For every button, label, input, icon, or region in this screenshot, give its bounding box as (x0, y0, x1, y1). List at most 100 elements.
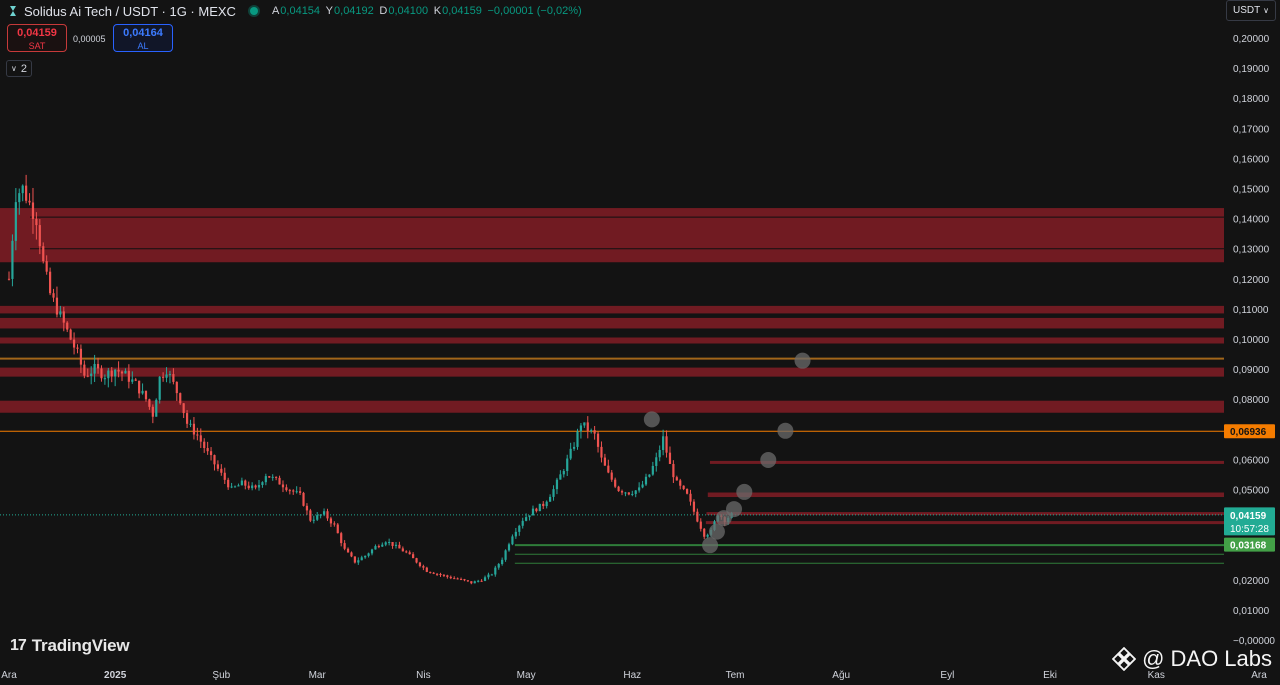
y-tick-label: 0,15000 (1233, 185, 1270, 196)
candle-body (377, 546, 380, 548)
candle-body (473, 581, 476, 584)
symbol-header: Solidus Ai Tech / USDT · 1G · MEXC A 0,04… (8, 2, 582, 20)
candle-body (18, 193, 21, 203)
candle-body (148, 399, 151, 407)
candle-body (418, 562, 422, 567)
buy-button[interactable]: 0,04164 AL (113, 24, 173, 52)
candle-body (542, 503, 545, 507)
y-tick-label: −0,00000 (1233, 636, 1275, 647)
candle-body (583, 422, 586, 426)
candle-body (52, 293, 55, 298)
candle-body (90, 373, 93, 376)
candle-body (316, 515, 319, 520)
candle-body (545, 501, 548, 507)
candle-body (364, 555, 367, 558)
candle-body (298, 491, 302, 493)
candle-body (477, 580, 480, 582)
candle-body (62, 311, 65, 323)
indicator-count: 2 (20, 62, 27, 75)
candle-body (155, 399, 158, 417)
candle-body (268, 476, 271, 478)
projection-point (726, 501, 743, 518)
dao-labs-watermark: @ DAO Labs (1112, 646, 1272, 672)
candle-body (55, 297, 59, 315)
candle-body (620, 491, 624, 493)
candle-body (312, 519, 315, 521)
candle-body (600, 446, 603, 458)
candle-body (572, 446, 576, 449)
candle-body (196, 434, 199, 436)
time-axis[interactable] (0, 660, 1224, 685)
candle-body (555, 479, 559, 490)
candle-body (497, 564, 500, 568)
x-tick-label: Ara (1, 670, 17, 681)
candle-body (569, 448, 572, 459)
candle-body (172, 374, 175, 382)
candle-body (179, 393, 182, 404)
candle-body (384, 542, 387, 545)
resistance-zone (705, 521, 1224, 525)
candle-body (144, 390, 148, 400)
candle-body (685, 488, 689, 494)
projection-point (715, 510, 732, 527)
candle-body (638, 487, 641, 491)
candle-body (425, 567, 428, 572)
candle-body (182, 403, 185, 414)
candle-body (360, 557, 363, 561)
spread-value: 0,00005 (73, 34, 106, 44)
candle-body (507, 544, 511, 551)
candle-body (346, 548, 350, 553)
candle-body (596, 433, 600, 447)
candle-body (494, 567, 497, 575)
candle-body (388, 542, 391, 544)
candle-body (603, 457, 606, 466)
candle-body (367, 553, 370, 556)
candle-body (223, 472, 226, 480)
candle-body (124, 370, 127, 374)
candle-body (459, 579, 463, 581)
y-tick-label: 0,10000 (1233, 335, 1270, 346)
y-tick-label: 0,05000 (1233, 486, 1270, 497)
candle-body (86, 375, 89, 377)
candle-body (340, 533, 343, 544)
candle-body (408, 552, 411, 555)
candle-body (319, 514, 322, 516)
current-price-label (1224, 507, 1275, 536)
candle-body (370, 549, 374, 554)
candle-body (679, 480, 682, 486)
y-tick-label: 0,06000 (1233, 455, 1270, 466)
candle-body (398, 544, 401, 549)
candle-body (48, 271, 52, 294)
y-tick-label: 0,11000 (1233, 305, 1269, 316)
support-price-label-text: 0,03168 (1230, 541, 1267, 552)
candle-body (216, 464, 220, 469)
candle-body (42, 246, 45, 262)
candle-body (292, 490, 295, 492)
currency-select[interactable]: USDT ∨ (1226, 0, 1276, 21)
symbol-title[interactable]: Solidus Ai Tech / USDT · 1G · MEXC (24, 3, 236, 19)
candle-body (281, 484, 285, 488)
projection-point (794, 352, 811, 369)
candle-body (220, 468, 223, 473)
market-status-icon[interactable] (249, 7, 258, 15)
candle-body (511, 536, 514, 545)
candle-body (199, 435, 202, 442)
candle-body (535, 508, 538, 512)
candle-body (490, 574, 493, 576)
x-tick-label: Ağu (832, 670, 850, 681)
candle-body (251, 485, 254, 489)
x-tick-label: Tem (726, 670, 745, 681)
candle-body (412, 554, 415, 559)
candle-body (192, 423, 196, 435)
indicators-toggle-button[interactable]: ∨ 2 (6, 60, 32, 77)
resistance-zone (706, 512, 1224, 516)
candle-body (644, 476, 648, 485)
tradingview-logo[interactable]: 17 TradingView (10, 636, 130, 656)
candle-body (617, 486, 620, 492)
sell-button[interactable]: 0,04159 SAT (7, 24, 67, 52)
candle-body (689, 493, 692, 502)
projection-point (702, 537, 719, 554)
candle-body (134, 379, 137, 381)
